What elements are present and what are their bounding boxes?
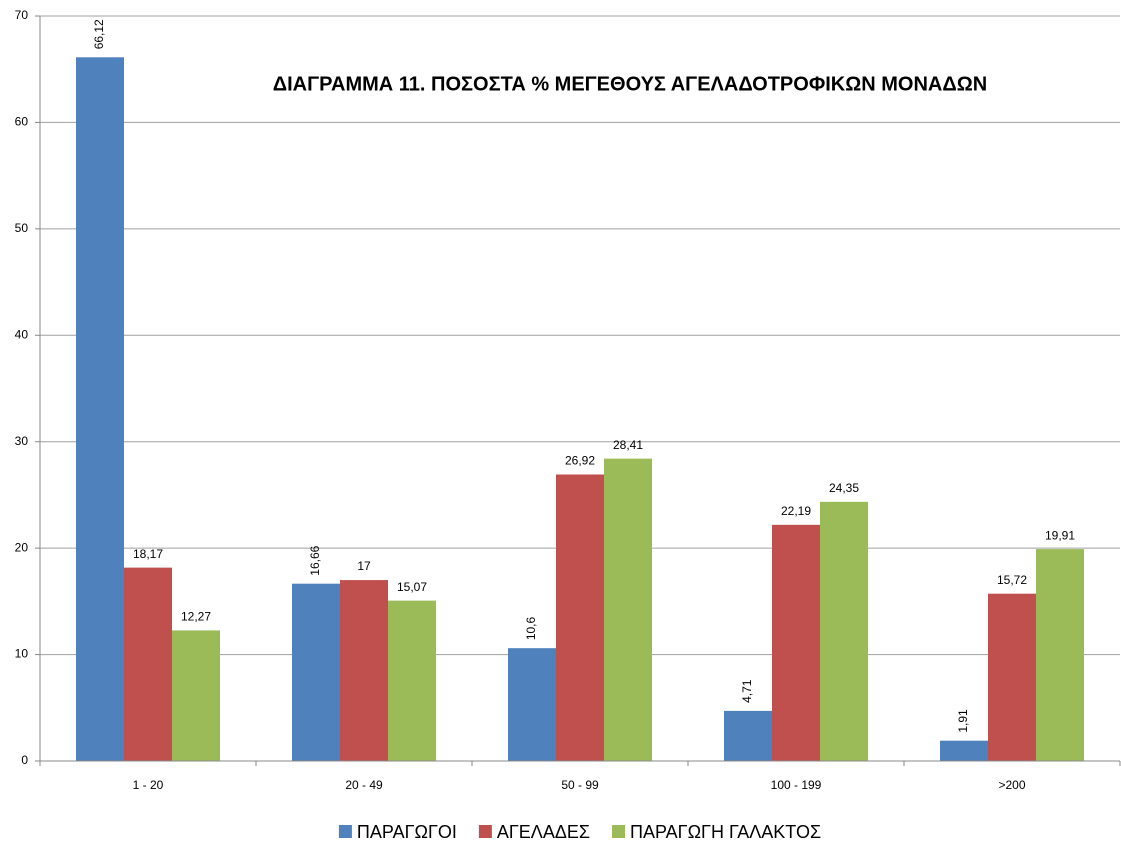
y-tick-label: 60 bbox=[15, 115, 29, 129]
y-tick-label: 30 bbox=[15, 434, 29, 448]
value-label: 12,27 bbox=[181, 610, 211, 624]
legend-swatch bbox=[612, 825, 626, 838]
value-label: 26,92 bbox=[565, 454, 595, 468]
bar bbox=[988, 593, 1036, 761]
bar bbox=[76, 57, 124, 761]
value-label: 28,41 bbox=[613, 438, 643, 452]
bar bbox=[1036, 549, 1084, 761]
chart-title: ΔΙΑΓΡΑΜΜΑ 11. ΠΟΣΟΣΤΑ % ΜΕΓΕΘΟΥΣ ΑΓΕΛΑΔΟ… bbox=[273, 73, 987, 95]
x-tick-label: 1 - 20 bbox=[133, 778, 164, 792]
x-tick-label: 100 - 199 bbox=[771, 778, 822, 792]
bar bbox=[556, 474, 604, 761]
y-tick-label: 40 bbox=[15, 327, 29, 341]
y-tick-label: 20 bbox=[15, 540, 29, 554]
value-label: 15,72 bbox=[997, 573, 1027, 587]
value-label: 15,07 bbox=[397, 580, 427, 594]
value-label: 66,12 bbox=[92, 19, 106, 49]
value-label: 19,91 bbox=[1045, 528, 1075, 542]
legend-swatch bbox=[338, 825, 352, 838]
bar bbox=[772, 524, 820, 761]
x-tick-label: 20 - 49 bbox=[345, 778, 383, 792]
y-tick-label: 0 bbox=[21, 753, 28, 767]
y-tick-label: 50 bbox=[15, 221, 29, 235]
bar bbox=[172, 630, 220, 761]
legend-label: ΑΓΕΛΑΔΕΣ bbox=[497, 822, 590, 842]
legend-swatch bbox=[478, 825, 492, 838]
x-tick-label: >200 bbox=[998, 778, 1025, 792]
bar bbox=[604, 458, 652, 761]
y-tick-label: 10 bbox=[15, 647, 29, 661]
value-label: 4,71 bbox=[740, 679, 754, 703]
bar bbox=[124, 567, 172, 761]
value-label: 17 bbox=[357, 559, 371, 573]
bar bbox=[940, 740, 988, 761]
bar bbox=[292, 583, 340, 761]
bar bbox=[508, 648, 556, 761]
x-tick-label: 50 - 99 bbox=[561, 778, 599, 792]
value-label: 10,6 bbox=[524, 617, 538, 641]
bar bbox=[340, 580, 388, 761]
value-label: 22,19 bbox=[781, 504, 811, 518]
value-label: 16,66 bbox=[308, 545, 322, 575]
legend-label: ΠΑΡΑΓΩΓΗ ΓΑΛΑΚΤΟΣ bbox=[630, 822, 821, 842]
value-label: 1,91 bbox=[956, 709, 970, 733]
bar bbox=[724, 710, 772, 761]
legend-label: ΠΑΡΑΓΩΓΟΙ bbox=[357, 822, 457, 842]
bar bbox=[388, 600, 436, 761]
value-label: 24,35 bbox=[829, 481, 859, 495]
bar bbox=[820, 501, 868, 761]
y-tick-label: 70 bbox=[15, 8, 29, 22]
value-label: 18,17 bbox=[133, 547, 163, 561]
